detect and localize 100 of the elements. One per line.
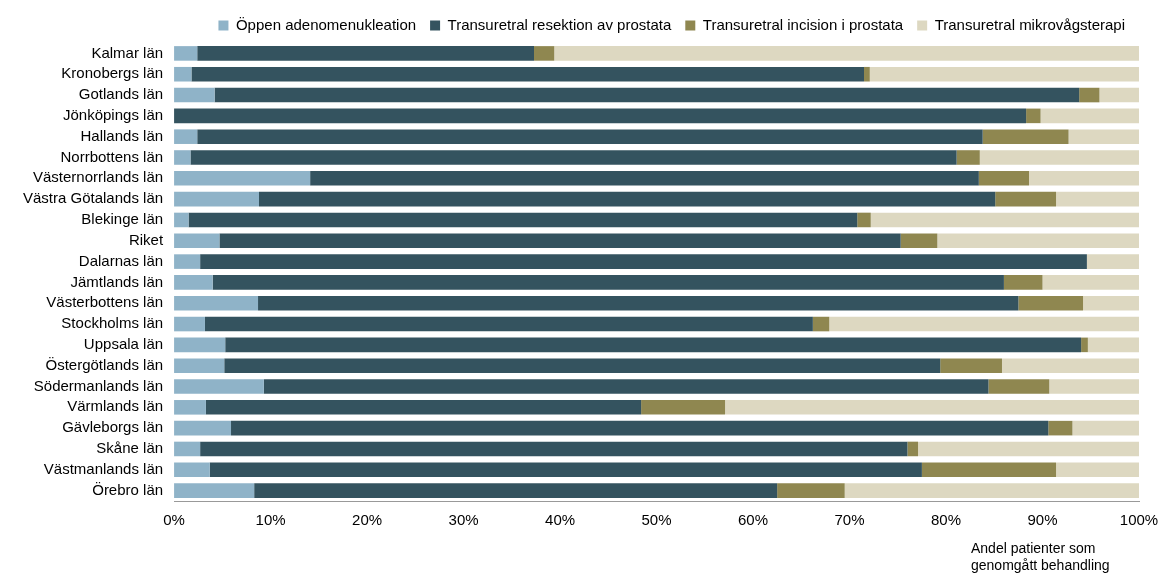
bar (1001, 358, 1139, 373)
bar (956, 150, 980, 165)
y-tick-label: Kalmar län (91, 43, 164, 61)
bar (900, 233, 938, 249)
y-tick-label: Västmanlands län (43, 459, 164, 477)
bar (197, 129, 983, 144)
bar (174, 87, 215, 103)
bar (200, 441, 908, 457)
bar (982, 129, 1069, 144)
bar (174, 129, 198, 144)
bar (978, 171, 1029, 186)
bar (204, 316, 813, 332)
bar (1056, 462, 1139, 478)
bar (1003, 275, 1043, 290)
bar (174, 171, 311, 186)
bar (174, 483, 255, 498)
x-tick-label: 60% (738, 511, 769, 529)
bar (174, 254, 201, 269)
bar (174, 150, 191, 165)
bar (188, 212, 858, 228)
bar (1083, 295, 1139, 311)
y-tick-label: Örebro län (92, 480, 164, 498)
bar (554, 46, 1139, 61)
y-tick-label: Stockholms län (61, 314, 164, 332)
bar (937, 233, 1139, 249)
bar (174, 46, 198, 61)
bar (1079, 87, 1100, 103)
bar (205, 400, 642, 415)
bar (263, 379, 989, 394)
y-tick-label: Jämtlands län (70, 272, 164, 290)
bar (1072, 420, 1139, 436)
bar (225, 337, 1082, 353)
bar (1081, 337, 1088, 353)
bar (174, 441, 201, 457)
legend-label: Öppen adenomenukleation (235, 15, 417, 33)
y-tick-label: Blekinge län (81, 210, 164, 228)
bar (907, 441, 919, 457)
bar (534, 46, 555, 61)
bar (1068, 129, 1139, 144)
bar (254, 483, 778, 498)
bar (1086, 254, 1139, 269)
bar (921, 462, 1057, 478)
bar (174, 275, 213, 290)
x-tick-label: 50% (641, 511, 672, 529)
x-tick-label: 10% (255, 511, 286, 529)
y-tick-label: Norrbottens län (60, 147, 164, 165)
y-tick-label: Kronobergs län (61, 64, 164, 82)
legend-label: Transuretral incision i prostata (702, 15, 904, 33)
bar (174, 233, 220, 249)
legend-label: Transuretral mikrovågsterapi (934, 15, 1125, 33)
bar (224, 358, 941, 373)
bar (995, 191, 1057, 207)
bar (870, 212, 1139, 228)
bar (812, 316, 830, 332)
bar (174, 66, 192, 82)
bar (1056, 191, 1139, 207)
x-tick-label: 100% (1119, 511, 1159, 529)
bar (310, 171, 979, 186)
x-axis-title: Andel patienter som genomgått behandling (971, 540, 1111, 574)
bar (1018, 295, 1084, 311)
bar (209, 462, 922, 478)
bar (725, 400, 1139, 415)
bar (988, 379, 1050, 394)
bar (214, 87, 1080, 103)
bar (174, 108, 1027, 124)
bar (1029, 171, 1139, 186)
x-tick-label: 90% (1027, 511, 1058, 529)
y-tick-label: Gävleborgs län (62, 418, 164, 436)
bar (174, 316, 205, 332)
bar (1042, 275, 1139, 290)
x-tick-label: 0% (163, 511, 185, 529)
bar (174, 295, 259, 311)
bar (1099, 87, 1139, 103)
bar (191, 66, 864, 82)
bar (174, 400, 206, 415)
bar (259, 191, 996, 207)
bar (857, 212, 871, 228)
bar (231, 420, 1049, 436)
y-tick-label: Västerbottens län (46, 293, 164, 311)
x-tick-label: 70% (834, 511, 865, 529)
y-tick-label: Riket (128, 230, 164, 248)
bar (1049, 379, 1139, 394)
bar (174, 379, 264, 394)
bar (219, 233, 901, 249)
bar (1026, 108, 1041, 124)
bar (197, 46, 534, 61)
x-tick-label: 40% (545, 511, 576, 529)
bar (641, 400, 726, 415)
x-tick-label: 80% (931, 511, 962, 529)
legend-label: Transuretral resektion av prostata (447, 15, 672, 33)
y-tick-label: Östergötlands län (45, 355, 164, 373)
bar (918, 441, 1139, 457)
bar (174, 462, 210, 478)
bar (174, 358, 225, 373)
bar (979, 150, 1139, 165)
bar (844, 483, 1139, 498)
bar (174, 212, 189, 228)
x-tick-label: 30% (448, 511, 479, 529)
bar (190, 150, 957, 165)
y-tick-label: Skåne län (96, 439, 164, 457)
